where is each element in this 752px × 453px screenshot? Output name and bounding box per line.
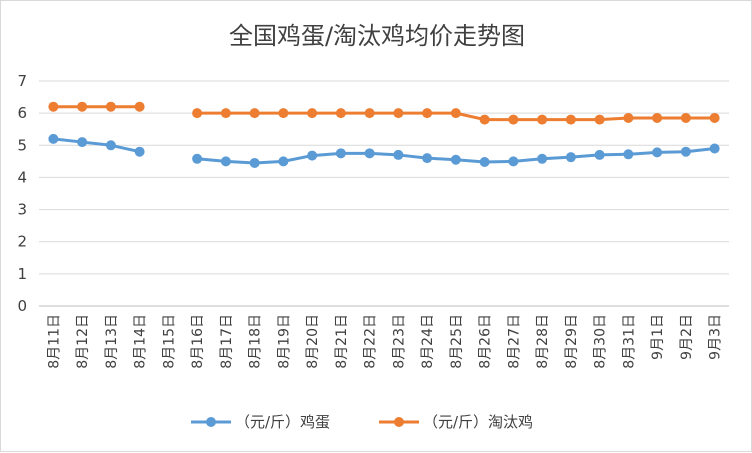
x-tick-label: 8月22日 xyxy=(363,314,379,369)
legend-item: （元/斤）淘汰鸡 xyxy=(379,413,533,431)
x-tick-label: 9月3日 xyxy=(708,314,724,360)
legend-label: （元/斤）淘汰鸡 xyxy=(423,413,533,431)
legend-item: （元/斤）鸡蛋 xyxy=(191,413,330,431)
data-point xyxy=(77,101,88,112)
series-line xyxy=(51,137,717,165)
x-tick-label: 8月16日 xyxy=(190,314,206,369)
x-tick-label: 8月12日 xyxy=(75,314,91,369)
data-point xyxy=(278,108,289,119)
x-tick-label: 8月31日 xyxy=(621,314,637,369)
x-tick-label: 8月15日 xyxy=(161,314,177,369)
data-point xyxy=(278,156,289,167)
data-point xyxy=(364,108,375,119)
x-tick-label: 8月23日 xyxy=(391,314,407,369)
x-tick-label: 8月30日 xyxy=(593,314,609,369)
y-tick-label: 4 xyxy=(17,168,27,186)
legend-marker xyxy=(206,417,216,427)
y-tick-label: 6 xyxy=(17,104,27,122)
data-point xyxy=(220,108,231,119)
data-point xyxy=(537,153,548,164)
data-point xyxy=(508,156,519,167)
data-point xyxy=(249,157,260,168)
x-tick-label: 9月1日 xyxy=(650,314,666,360)
x-tick-label: 9月2日 xyxy=(679,314,695,360)
data-point xyxy=(422,108,433,119)
x-tick-label: 8月28日 xyxy=(535,314,551,369)
data-point xyxy=(709,112,720,123)
series-layer xyxy=(48,101,720,168)
data-point xyxy=(537,114,548,125)
data-point xyxy=(192,153,203,164)
x-tick-label: 8月26日 xyxy=(478,314,494,369)
data-point xyxy=(335,108,346,119)
x-tick-label: 8月21日 xyxy=(334,314,350,369)
data-point xyxy=(508,114,519,125)
x-tick-label: 8月11日 xyxy=(46,314,62,369)
y-tick-label: 1 xyxy=(17,265,27,283)
data-point xyxy=(623,112,634,123)
y-axis: 0 1 2 3 4 5 6 7 xyxy=(17,72,27,315)
x-tick-label: 8月29日 xyxy=(564,314,580,369)
data-point xyxy=(307,108,318,119)
data-point xyxy=(220,156,231,167)
y-tick-label: 5 xyxy=(17,136,27,154)
data-point xyxy=(192,108,203,119)
data-point xyxy=(565,114,576,125)
data-point xyxy=(652,147,663,158)
data-point xyxy=(134,146,145,157)
data-point xyxy=(422,153,433,164)
x-tick-label: 8月24日 xyxy=(420,314,436,369)
legend-marker xyxy=(394,417,404,427)
data-point xyxy=(652,112,663,123)
x-tick-label: 8月27日 xyxy=(506,314,522,369)
data-point xyxy=(450,108,461,119)
data-point xyxy=(249,108,260,119)
legend-label: （元/斤）鸡蛋 xyxy=(235,413,330,431)
y-tick-label: 0 xyxy=(17,297,27,315)
data-point xyxy=(48,133,59,144)
data-point xyxy=(594,114,605,125)
data-point xyxy=(335,148,346,159)
data-point xyxy=(623,149,634,160)
data-point xyxy=(105,101,116,112)
data-point xyxy=(105,140,116,151)
x-tick-label: 8月20日 xyxy=(305,314,321,369)
y-tick-label: 2 xyxy=(17,233,27,251)
data-point xyxy=(77,137,88,148)
chart-title: 全国鸡蛋/淘汰鸡均价走势图 xyxy=(229,22,525,50)
data-point xyxy=(479,114,490,125)
x-tick-label: 8月13日 xyxy=(104,314,120,369)
gridlines xyxy=(39,80,729,307)
y-tick-label: 3 xyxy=(17,201,27,219)
data-point xyxy=(450,154,461,165)
data-point xyxy=(565,152,576,163)
x-axis: 8月11日 8月12日 8月13日 8月14日 8月15日 8月16日 8月17日 8月18日… xyxy=(46,314,723,369)
series-2 xyxy=(48,101,720,125)
series-1 xyxy=(48,133,720,168)
data-point xyxy=(709,143,720,154)
data-point xyxy=(680,146,691,157)
data-point xyxy=(479,157,490,167)
data-point xyxy=(393,149,404,160)
y-tick-label: 7 xyxy=(17,72,27,90)
data-point xyxy=(393,108,404,119)
x-tick-label: 8月19日 xyxy=(276,314,292,369)
legend: （元/斤）鸡蛋 （元/斤）淘汰鸡 xyxy=(191,413,533,431)
data-point xyxy=(307,150,318,161)
data-point xyxy=(48,101,59,112)
data-point xyxy=(680,112,691,123)
x-tick-label: 8月14日 xyxy=(133,314,149,369)
x-tick-label: 8月17日 xyxy=(219,314,235,369)
data-point xyxy=(594,149,605,160)
data-point xyxy=(364,148,375,159)
x-tick-label: 8月18日 xyxy=(248,314,264,369)
x-tick-label: 8月25日 xyxy=(449,314,465,369)
data-point xyxy=(134,101,145,112)
